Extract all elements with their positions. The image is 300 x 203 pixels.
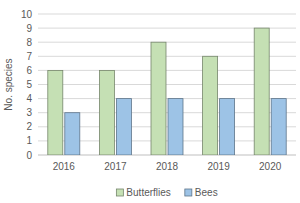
bar bbox=[168, 99, 183, 155]
y-tick-label: 5 bbox=[26, 79, 32, 90]
x-tick-label: 2018 bbox=[156, 161, 179, 172]
y-tick-label: 1 bbox=[26, 135, 32, 146]
bars bbox=[48, 28, 286, 155]
bar bbox=[65, 113, 80, 155]
x-tick-label: 2019 bbox=[207, 161, 230, 172]
y-tick-label: 9 bbox=[26, 23, 32, 34]
legend-label: Butterflies bbox=[126, 187, 170, 198]
legend-swatch bbox=[185, 189, 192, 196]
y-tick-label: 4 bbox=[26, 93, 32, 104]
y-axis-label: No. species bbox=[3, 58, 14, 110]
legend-label: Bees bbox=[195, 187, 218, 198]
legend: Butterflies Bees bbox=[116, 187, 217, 198]
bar bbox=[48, 70, 63, 155]
bar bbox=[254, 28, 269, 155]
y-tick-label: 3 bbox=[26, 107, 32, 118]
grid-line bbox=[38, 14, 296, 15]
bar bbox=[220, 99, 235, 155]
y-tick-label: 8 bbox=[26, 37, 32, 48]
y-tick-label: 2 bbox=[26, 121, 32, 132]
bar bbox=[203, 56, 218, 155]
chart-svg: 0 1 2 3 4 5 6 7 8 9 10 No. species 2016 2017 2018 2019 2… bbox=[0, 0, 300, 203]
legend-item: Bees bbox=[185, 187, 218, 198]
y-tick-label: 7 bbox=[26, 51, 32, 62]
bar bbox=[151, 42, 166, 155]
y-tick-label: 0 bbox=[26, 150, 32, 161]
x-tick-label: 2016 bbox=[53, 161, 76, 172]
x-tick-label: 2017 bbox=[104, 161, 127, 172]
bar bbox=[116, 99, 131, 155]
y-tick-label: 6 bbox=[26, 65, 32, 76]
legend-swatch bbox=[116, 189, 123, 196]
chart-container: 0 1 2 3 4 5 6 7 8 9 10 No. species 2016 2017 2018 2019 2… bbox=[0, 0, 300, 203]
bar bbox=[99, 70, 114, 155]
x-tick-label: 2020 bbox=[259, 161, 282, 172]
bar bbox=[271, 99, 286, 155]
legend-item: Butterflies bbox=[116, 187, 170, 198]
y-tick-label: 10 bbox=[21, 9, 33, 20]
